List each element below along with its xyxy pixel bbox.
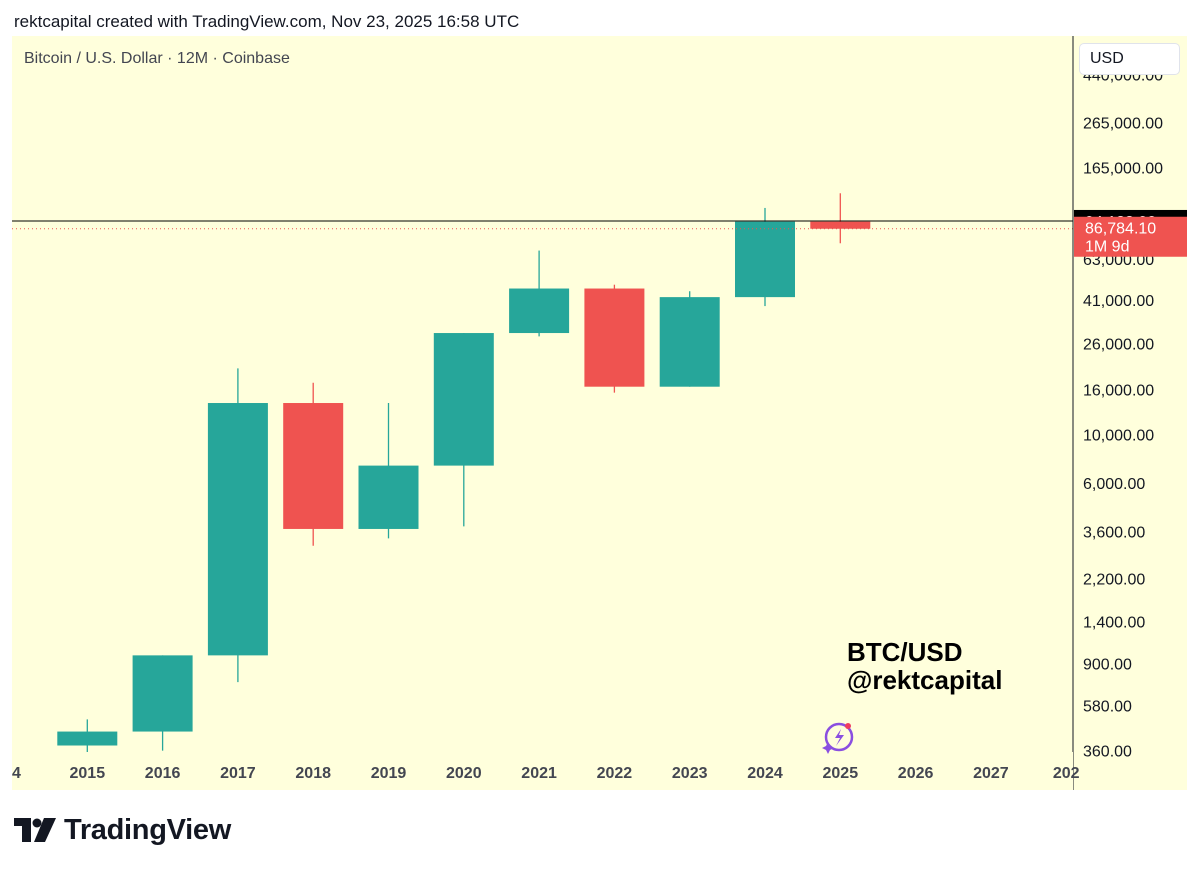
price-axis-background <box>1073 36 1187 790</box>
candle-2017 <box>207 368 268 683</box>
time-tick-label: 2017 <box>220 765 256 782</box>
last-price-label-bg <box>1074 216 1187 257</box>
price-tick-label: 10,000.00 <box>1083 427 1154 444</box>
candle-2020 <box>433 333 494 527</box>
time-tick-label: 2019 <box>371 765 407 782</box>
chart-background <box>12 36 1187 790</box>
price-tick-label: 16,000.00 <box>1083 383 1154 400</box>
candle-body <box>207 403 268 656</box>
watermark-text: BTC/USD @rektcapital <box>847 638 1002 694</box>
candle-body <box>509 288 570 334</box>
candle-2025 <box>810 193 871 244</box>
time-tick-label: 202 <box>1053 765 1080 782</box>
price-tick-label: 26,000.00 <box>1083 336 1154 353</box>
candle-body <box>132 655 193 732</box>
candle-2016 <box>132 655 193 751</box>
header-caption: rektcapital created with TradingView.com… <box>14 12 520 31</box>
price-tick-label: 3,600.00 <box>1083 525 1145 542</box>
price-tick-label: 580.00 <box>1083 698 1132 715</box>
time-tick-label: 2027 <box>973 765 1009 782</box>
candle-body <box>358 465 419 529</box>
candle-body <box>283 403 344 529</box>
time-tick-label: 2015 <box>70 765 106 782</box>
price-tick-label: 265,000.00 <box>1083 116 1163 133</box>
time-tick-label: 2025 <box>823 765 859 782</box>
price-tick-label: 900.00 <box>1083 656 1132 673</box>
candle-2022 <box>584 284 645 393</box>
countdown-label: 1M 9d <box>1085 239 1129 256</box>
price-lines-layer <box>12 220 1073 230</box>
candle-2024 <box>735 207 795 307</box>
candlestick-chart[interactable]: 440,000.00265,000.00165,000.0063,000.004… <box>12 36 1187 790</box>
candle-2019 <box>358 403 419 539</box>
time-axis-background <box>12 752 1073 790</box>
candle-body <box>810 221 871 229</box>
currency-button[interactable]: USD <box>1080 44 1179 74</box>
candle-2021 <box>509 250 570 337</box>
tradingview-logo-icon <box>14 818 56 842</box>
time-tick-label: 2018 <box>295 765 331 782</box>
time-tick-label: 2016 <box>145 765 181 782</box>
price-tick-label: 6,000.00 <box>1083 476 1145 493</box>
chart-area[interactable]: 440,000.00 265,000.00 165,000.00 63,000.00 4… <box>12 36 1187 790</box>
candle-body <box>659 297 720 387</box>
candle-body <box>735 221 795 298</box>
watermark-line-1: BTC/USD <box>847 637 963 667</box>
candle-body <box>57 731 118 746</box>
time-tick-label: 2022 <box>597 765 633 782</box>
candles-layer <box>12 193 871 768</box>
price-axis[interactable]: 440,000.00265,000.00165,000.0063,000.004… <box>1072 36 1187 790</box>
price-tick-label: 165,000.00 <box>1083 161 1163 178</box>
tradingview-logo-text: TradingView <box>64 813 231 846</box>
time-tick-label: 2026 <box>898 765 934 782</box>
time-tick-label: 2023 <box>672 765 708 782</box>
candle-2018 <box>283 382 344 546</box>
time-axis[interactable]: 14 2015 2016 2017 2018 2019 2020 2021 2022 2023 20… <box>12 752 1080 790</box>
time-tick-label: 2021 <box>521 765 557 782</box>
candle-body <box>584 288 645 387</box>
sparkle-icon <box>822 722 854 754</box>
watermark-line-2: @rektcapital <box>847 665 1003 695</box>
candle-body <box>433 333 494 466</box>
time-tick-label: 2020 <box>446 765 482 782</box>
price-tick-label: 2,200.00 <box>1083 571 1145 588</box>
price-tick-label: 1,400.00 <box>1083 614 1145 631</box>
price-tick-label: 360.00 <box>1083 744 1132 761</box>
tradingview-logo[interactable]: TradingView <box>14 812 231 848</box>
last-price-label: 86,784.10 <box>1085 221 1156 238</box>
time-tick-label: 14 <box>12 765 21 782</box>
candle-2023 <box>659 291 720 387</box>
time-tick-label: 2024 <box>747 765 783 782</box>
symbol-title: Bitcoin / U.S. Dollar · 12M · Coinbase <box>24 50 290 67</box>
price-tick-label: 41,000.00 <box>1083 293 1154 310</box>
